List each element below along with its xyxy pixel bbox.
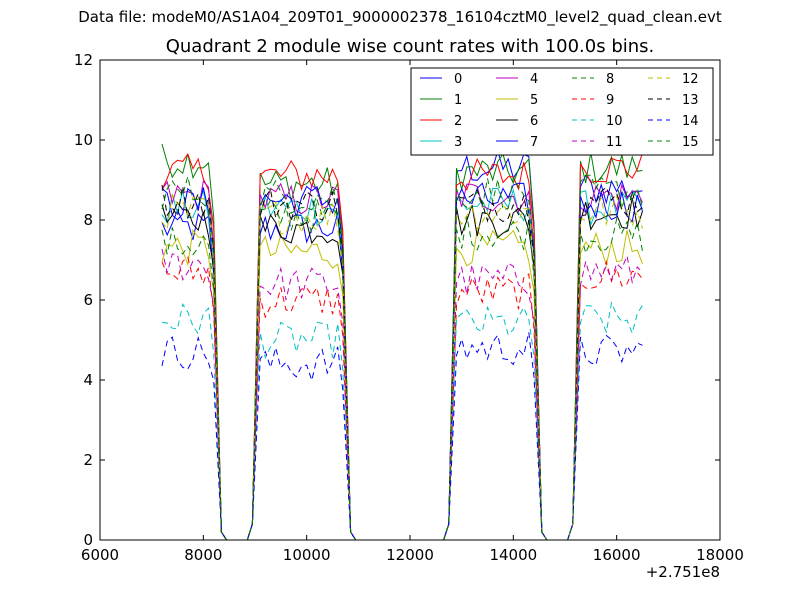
- legend-label-7: 7: [530, 135, 538, 150]
- series-line-4: [161, 180, 643, 541]
- y-tick-label: 12: [74, 51, 93, 69]
- legend-label-4: 4: [530, 72, 538, 87]
- legend-label-1: 1: [454, 93, 462, 108]
- x-tick-label: 16000: [593, 546, 641, 564]
- legend-label-5: 5: [530, 93, 538, 108]
- legend-frame: [410, 67, 714, 156]
- x-offset-label: +2.751e8: [646, 563, 720, 581]
- legend-label-10: 10: [606, 114, 623, 129]
- series-line-9: [161, 256, 643, 541]
- legend-label-13: 13: [682, 93, 699, 108]
- legend-label-8: 8: [606, 72, 614, 87]
- series-line-2: [161, 152, 643, 541]
- x-tick-label: 18000: [696, 546, 744, 564]
- series-line-10: [161, 300, 643, 541]
- series-line-13: [161, 184, 643, 541]
- x-tick-label: 8000: [184, 546, 222, 564]
- legend-label-12: 12: [682, 72, 699, 87]
- series-line-12: [161, 193, 643, 541]
- series-layer: [161, 143, 643, 541]
- series-line-6: [161, 197, 643, 541]
- ticks-layer: 6000 8000 10000 12000 14000 16000 180000246810…: [74, 51, 744, 564]
- legend-label-9: 9: [606, 93, 614, 108]
- legend-label-14: 14: [682, 114, 699, 129]
- legend-label-0: 0: [454, 72, 462, 87]
- x-tick-label: 14000: [489, 546, 537, 564]
- legend-label-11: 11: [606, 135, 623, 150]
- y-tick-label: 2: [83, 451, 93, 469]
- series-line-5: [161, 229, 643, 541]
- series-line-0: [161, 149, 643, 541]
- y-tick-label: 0: [83, 531, 93, 549]
- y-tick-label: 4: [83, 371, 93, 389]
- legend-label-6: 6: [530, 114, 538, 129]
- x-tick-label: 10000: [283, 546, 331, 564]
- y-tick-label: 6: [83, 291, 93, 309]
- legend-label-3: 3: [454, 135, 462, 150]
- series-line-7: [161, 182, 643, 541]
- series-line-14: [161, 332, 643, 541]
- y-tick-label: 10: [74, 131, 93, 149]
- series-line-11: [161, 248, 643, 541]
- series-line-8: [161, 199, 643, 541]
- series-line-3: [161, 187, 643, 541]
- series-line-1: [161, 143, 643, 541]
- y-tick-label: 8: [83, 211, 93, 229]
- chart-suptitle: Data file: modeM0/AS1A04_209T01_90000023…: [78, 8, 722, 26]
- legend-label-2: 2: [454, 114, 462, 129]
- legend-label-15: 15: [682, 135, 699, 150]
- x-tick-label: 12000: [386, 546, 434, 564]
- x-tick-label: 6000: [81, 546, 119, 564]
- chart-title: Quadrant 2 module wise count rates with …: [165, 36, 655, 57]
- series-line-15: [161, 174, 643, 541]
